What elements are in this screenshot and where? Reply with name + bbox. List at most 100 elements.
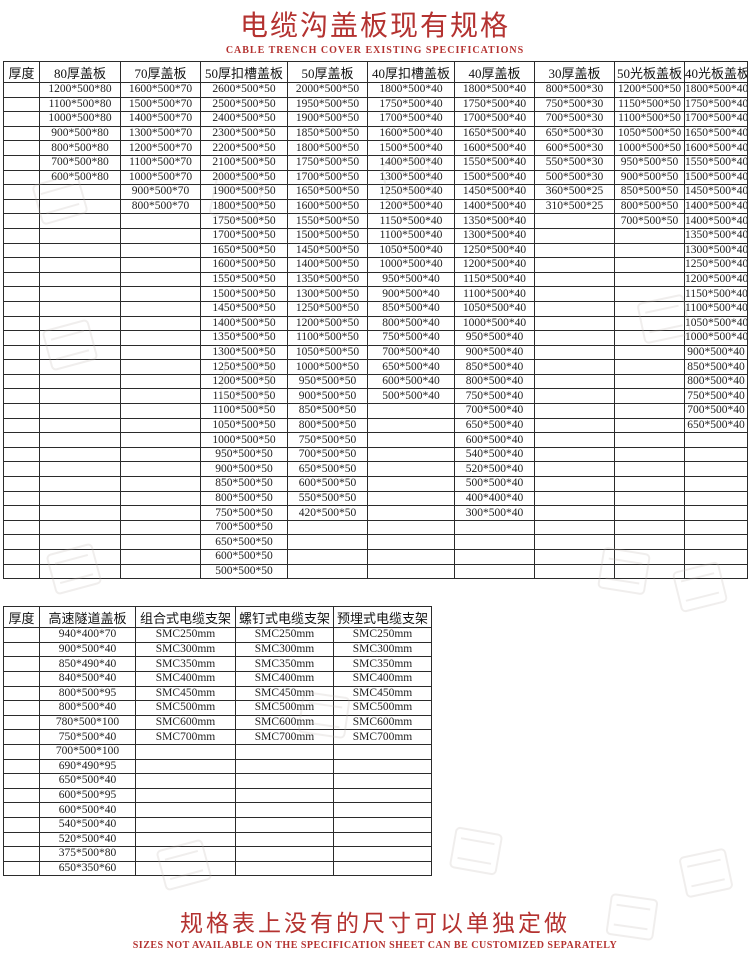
spec-cell: 1700*500*40: [367, 111, 455, 127]
spec-cell: 650*350*60: [39, 860, 136, 877]
spec-cell: [39, 388, 121, 405]
spec-cell: [454, 563, 535, 580]
spec-cell: SMC450mm: [333, 685, 432, 702]
table-row: 900*500*50 650*500*50 520*500*40: [3, 461, 748, 478]
spec-cell: [367, 519, 455, 536]
spec-cell: 1600*500*40: [684, 140, 748, 156]
spec-cell: [39, 476, 121, 492]
spec-cell: [3, 388, 40, 405]
spec-cell: [39, 213, 121, 229]
table-row: 1450*500*50 1250*500*50 850*500*40 1050*500…: [3, 300, 748, 317]
spec-cell: 500*500*40: [367, 388, 455, 405]
table-row: 1250*500*50 1000*500*50 650*500*40 850*500*…: [3, 359, 748, 375]
table-row: 1550*500*50 1350*500*50 950*500*40 1150*500…: [3, 271, 748, 288]
spec-cell: [235, 743, 334, 760]
spec-cell: [534, 403, 615, 419]
spec-cell: 1250*500*40: [684, 257, 748, 273]
spec-cell: [367, 446, 455, 463]
spec-cell: SMC700mm: [235, 729, 334, 745]
spec-cell: [39, 300, 121, 317]
spec-cell: 360*500*25: [534, 184, 615, 200]
spec-cell: [534, 213, 615, 229]
table-row: 375*500*80: [3, 846, 432, 862]
spec-cell: [39, 534, 121, 550]
spec-cell: [333, 773, 432, 789]
table-row: 1100*500*80 1500*500*70 2500*500*50 1950*50…: [3, 96, 748, 113]
spec-cell: [120, 344, 201, 361]
table-row: 1150*500*50 900*500*50 500*500*40 750*500*4…: [3, 388, 748, 405]
spec-cell: 800*500*40: [39, 700, 136, 716]
spec-cell: 1550*500*40: [454, 154, 535, 171]
spec-cell: [614, 432, 685, 448]
spec-cell: 850*500*40: [454, 359, 535, 375]
spec-cell: 800*500*40: [684, 373, 748, 390]
spec-cell: 950*500*50: [287, 373, 368, 390]
table-row: 690*490*95: [3, 758, 432, 775]
spec-cell: [614, 344, 685, 361]
table-row: 850*490*40 SMC350mm SMC350mm SMC350mm: [3, 656, 432, 672]
spec-cell: [454, 519, 535, 536]
spec-cell: [534, 563, 615, 580]
spec-cell: [120, 388, 201, 405]
table-row: 750*500*50 420*500*50 300*500*40: [3, 505, 748, 521]
spec-cell: 2300*500*50: [200, 125, 288, 142]
spec-cell: [367, 461, 455, 478]
spec-cell: [120, 300, 201, 317]
spec-cell: [3, 534, 40, 550]
spec-cell: 540*500*40: [39, 816, 136, 833]
spec-cell: [3, 549, 40, 565]
spec-cell: 550*500*30: [534, 154, 615, 171]
spec-cell: [3, 490, 40, 507]
spec-cell: 1050*500*50: [614, 125, 685, 142]
column-header: 40厚盖板: [454, 61, 535, 83]
spec-cell: 1500*500*40: [684, 169, 748, 186]
table-row: 1600*500*50 1400*500*50 1000*500*40 1200*50…: [3, 257, 748, 273]
spec-cell: 1300*500*50: [287, 286, 368, 302]
table-row: 700*500*80 1100*500*70 2100*500*50 1750*500…: [3, 154, 748, 171]
spec-cell: 1800*500*40: [367, 82, 455, 98]
spec-cell: 1800*500*40: [684, 82, 748, 98]
spec-cell: [3, 670, 40, 687]
spec-cell: [534, 534, 615, 550]
spec-cell: [3, 446, 40, 463]
spec-cell: [3, 846, 40, 862]
spec-cell: [3, 787, 40, 804]
spec-cell: 1000*500*80: [39, 111, 121, 127]
spec-cell: [3, 82, 40, 98]
tunnel-cover-bracket-spec-table: 厚度 高速隧道盖板 组合式电缆支架 螺钉式电缆支架 预埋式电缆支架 940*400*70…: [3, 606, 432, 877]
spec-cell: [120, 242, 201, 259]
table-row: 900*500*80 1300*500*70 2300*500*50 1850*500…: [3, 125, 748, 142]
spec-cell: 600*500*40: [39, 802, 136, 818]
spec-cell: 700*500*40: [454, 403, 535, 419]
spec-cell: 1650*500*50: [287, 184, 368, 200]
spec-cell: [120, 432, 201, 448]
column-header: 50光板盖板: [614, 61, 685, 83]
column-header: 螺钉式电缆支架: [235, 606, 334, 629]
spec-cell: 1200*500*40: [684, 271, 748, 288]
spec-cell: 1300*500*50: [200, 344, 288, 361]
spec-cell: 500*500*30: [534, 169, 615, 186]
spec-cell: [3, 743, 40, 760]
table-row: 520*500*40: [3, 831, 432, 848]
spec-cell: [3, 505, 40, 521]
spec-cell: 1000*500*40: [684, 330, 748, 346]
spec-cell: 1100*500*50: [200, 403, 288, 419]
spec-cell: 520*500*40: [39, 831, 136, 848]
spec-cell: [614, 519, 685, 536]
spec-cell: [534, 432, 615, 448]
spec-cell: 1100*500*80: [39, 96, 121, 113]
spec-cell: SMC300mm: [135, 641, 236, 658]
spec-cell: [3, 685, 40, 702]
spec-cell: [287, 563, 368, 580]
spec-cell: 1100*500*40: [367, 227, 455, 244]
spec-cell: 500*500*40: [454, 476, 535, 492]
spec-cell: 550*500*50: [287, 490, 368, 507]
table-row: 850*500*50 600*500*50 500*500*40: [3, 476, 748, 492]
spec-cell: [3, 417, 40, 434]
table-row: 780*500*100 SMC600mm SMC600mm SMC600mm: [3, 714, 432, 731]
spec-cell: [39, 446, 121, 463]
table-row: 1350*500*50 1100*500*50 750*500*40 950*500*…: [3, 330, 748, 346]
spec-cell: [614, 505, 685, 521]
spec-cell: [333, 860, 432, 877]
spec-cell: 1100*500*70: [120, 154, 201, 171]
